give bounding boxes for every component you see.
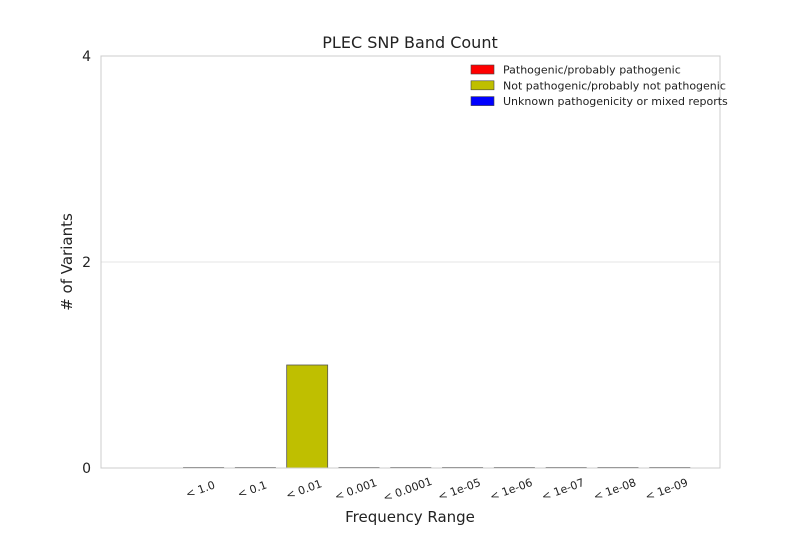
legend-swatch	[470, 96, 495, 106]
y-axis-label: # of Variants	[58, 213, 76, 311]
legend-label: Unknown pathogenicity or mixed reports	[503, 95, 728, 108]
y-tick-label: 0	[82, 461, 91, 477]
chart-title: PLEC SNP Band Count	[322, 33, 497, 52]
y-tick-label: 2	[82, 255, 91, 271]
x-axis-label: Frequency Range	[345, 508, 475, 526]
legend-label: Not pathogenic/probably not pathogenic	[503, 79, 726, 92]
legend-label: Pathogenic/probably pathogenic	[503, 64, 681, 77]
legend: Pathogenic/probably pathogenic Not pathog…	[470, 64, 728, 108]
legend-swatch	[470, 80, 495, 91]
bar	[286, 364, 329, 469]
plot-frame	[100, 55, 721, 469]
y-tick-labels: 0 2 4	[82, 49, 91, 477]
y-tick-label: 4	[82, 49, 91, 65]
legend-swatch	[470, 64, 495, 75]
